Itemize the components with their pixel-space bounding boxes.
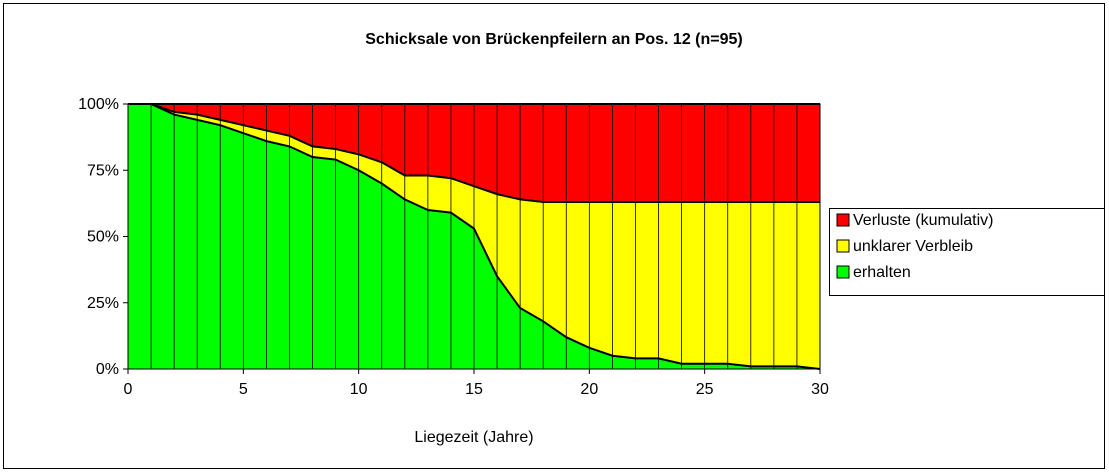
x-tick-label: 15	[465, 381, 483, 398]
area-edge	[128, 103, 821, 370]
x-tick-label: 30	[811, 381, 829, 398]
legend-label: Verluste (kumulativ)	[853, 212, 994, 229]
area-edge	[128, 103, 820, 204]
chart-title: Schicksale von Brückenpfeilern an Pos. 1…	[365, 31, 742, 48]
x-tick-label: 10	[350, 381, 368, 398]
area	[128, 104, 820, 369]
legend-swatch	[836, 213, 850, 227]
legend-label: erhalten	[853, 264, 911, 281]
y-tick-label: 100%	[78, 96, 119, 113]
x-tick-label: 0	[124, 381, 133, 398]
legend-swatch	[836, 239, 850, 253]
legend-swatch	[836, 265, 850, 279]
x-tick-label: 5	[239, 381, 248, 398]
x-tick-label: 25	[696, 381, 714, 398]
y-tick-label: 0%	[96, 361, 119, 378]
legend	[829, 208, 1105, 296]
x-tick-label: 20	[580, 381, 598, 398]
y-tick-label: 25%	[87, 295, 119, 312]
y-tick-label: 75%	[87, 162, 119, 179]
y-tick-label: 50%	[87, 229, 119, 246]
x-axis-title: Liegezeit (Jahre)	[414, 429, 533, 446]
legend-label: unklarer Verbleib	[853, 238, 973, 255]
